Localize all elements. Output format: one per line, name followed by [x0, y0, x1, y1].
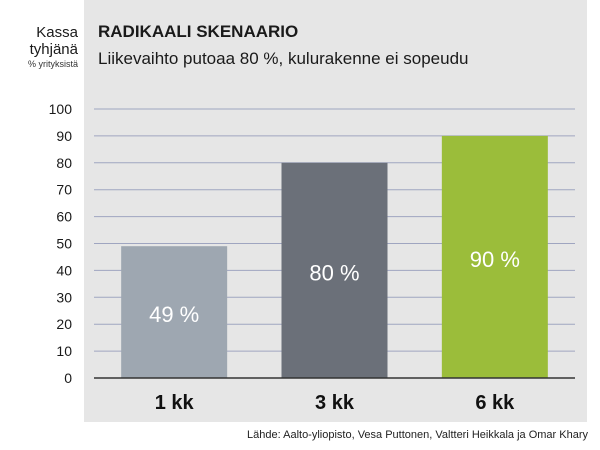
y-tick-label: 0	[64, 370, 72, 386]
source-note: Lähde: Aalto-yliopisto, Vesa Puttonen, V…	[247, 429, 588, 441]
x-tick-label: 1 kk	[155, 392, 195, 414]
bar	[441, 135, 548, 378]
x-tick-label: 6 kk	[475, 392, 515, 414]
x-tick-label: 3 kk	[315, 392, 355, 414]
chart-subtitle: Liikevaihto putoaa 80 %, kulurakenne ei …	[98, 49, 469, 68]
y-tick-label: 90	[56, 128, 72, 144]
y-tick-label: 100	[49, 101, 73, 117]
y-tick-label: 60	[56, 209, 72, 225]
y-tick-label: 50	[56, 236, 72, 252]
y-tick-label: 10	[56, 343, 72, 359]
y-tick-label: 70	[56, 182, 72, 198]
y-axis-label-block: Kassa tyhjänä % yrityksistä	[0, 24, 78, 70]
bar-value-label: 49 %	[149, 302, 199, 327]
bar	[121, 246, 228, 378]
chart-title: RADIKAALI SKENAARIO	[98, 22, 299, 41]
bar	[281, 162, 388, 378]
y-tick-label: 80	[56, 155, 72, 171]
y-tick-label: 30	[56, 289, 72, 305]
y-tick-label: 20	[56, 316, 72, 332]
y-axis-label: Kassa tyhjänä	[29, 24, 78, 58]
y-tick-label: 40	[56, 262, 72, 278]
y-axis-unit: % yrityksistä	[27, 59, 78, 69]
bar-value-label: 80 %	[309, 260, 359, 285]
bar-value-label: 90 %	[470, 247, 520, 272]
